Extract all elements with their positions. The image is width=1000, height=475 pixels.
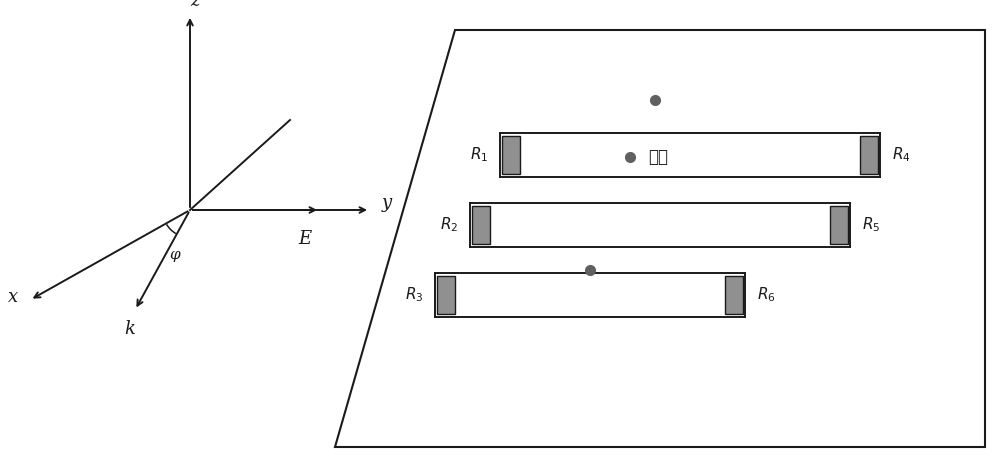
Text: x: x [8, 288, 18, 306]
Bar [437, 276, 455, 314]
Polygon shape [335, 30, 985, 447]
Text: $R_4$: $R_4$ [892, 146, 911, 164]
Bar [502, 136, 520, 174]
Text: φ: φ [170, 248, 180, 262]
Text: $R_1$: $R_1$ [470, 146, 488, 164]
Bar [830, 206, 848, 244]
Text: y: y [382, 194, 392, 212]
Bar [860, 136, 878, 174]
Text: $R_2$: $R_2$ [440, 216, 458, 234]
Bar [472, 206, 490, 244]
Text: 探针: 探针 [648, 148, 668, 166]
Text: k: k [125, 320, 135, 338]
Text: $R_6$: $R_6$ [757, 285, 776, 304]
Text: $R_5$: $R_5$ [862, 216, 880, 234]
Text: $R_3$: $R_3$ [405, 285, 423, 304]
Text: z: z [190, 0, 200, 10]
Text: E: E [298, 230, 312, 248]
Bar [725, 276, 743, 314]
